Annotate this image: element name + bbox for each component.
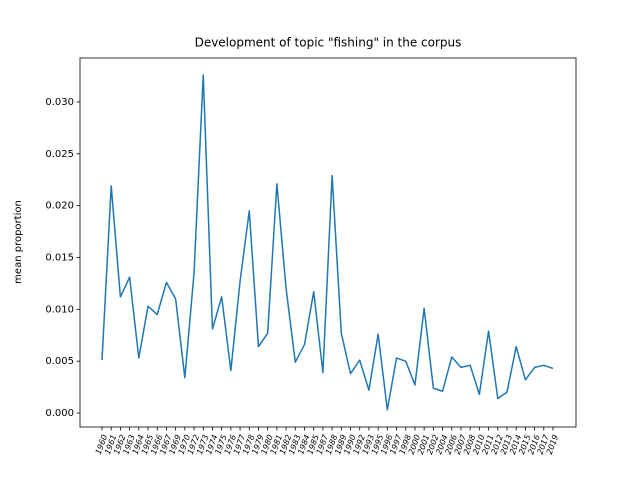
y-tick-label: 0.015 bbox=[45, 252, 74, 263]
y-tick-label: 0.030 bbox=[45, 97, 74, 108]
y-tick-label: 0.010 bbox=[45, 304, 74, 315]
y-tick-label: 0.020 bbox=[45, 201, 74, 212]
y-tick-label: 0.005 bbox=[45, 356, 74, 367]
y-axis-label: mean proportion bbox=[13, 200, 24, 284]
plot-frame bbox=[79, 57, 577, 428]
y-tick-label: 0.025 bbox=[45, 149, 74, 160]
y-tick-label: 0.000 bbox=[45, 408, 74, 419]
chart-title: Development of topic "fishing" in the co… bbox=[195, 36, 462, 50]
data-line bbox=[101, 74, 554, 411]
